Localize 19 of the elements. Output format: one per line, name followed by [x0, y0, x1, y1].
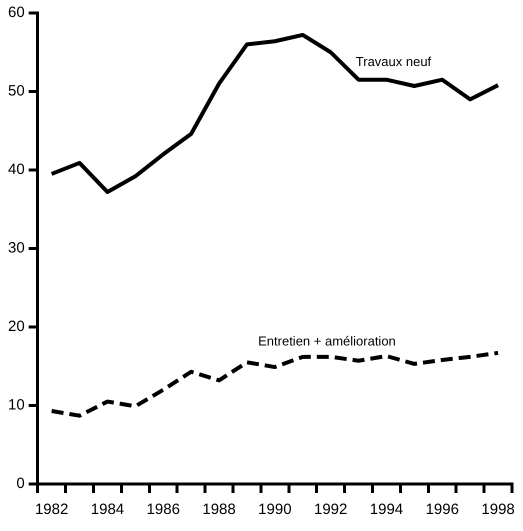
y-tick-label: 60 — [8, 4, 25, 22]
x-tick-label: 1994 — [370, 501, 404, 518]
x-tick-label: 1990 — [258, 501, 292, 518]
y-tick-label: 0 — [16, 475, 25, 492]
x-tick-label: 1996 — [426, 501, 459, 518]
x-tick-label: 1998 — [481, 501, 515, 518]
y-tick-label: 10 — [8, 396, 25, 414]
y-tick-label: 50 — [8, 82, 25, 100]
x-tick-label: 1992 — [314, 501, 348, 518]
y-tick-label: 30 — [8, 240, 25, 257]
x-tick-label: 1988 — [202, 501, 236, 518]
x-tick-label: 1982 — [34, 501, 68, 518]
line-series — [50, 350, 500, 418]
series-label: Entretien + amélioration — [258, 333, 396, 348]
series-label: Travaux neuf — [356, 54, 432, 70]
x-tick-label: 1986 — [146, 501, 180, 518]
y-tick-label: 40 — [8, 161, 25, 178]
x-tick-label: 1984 — [90, 501, 124, 518]
y-tick-label: 20 — [8, 318, 25, 336]
